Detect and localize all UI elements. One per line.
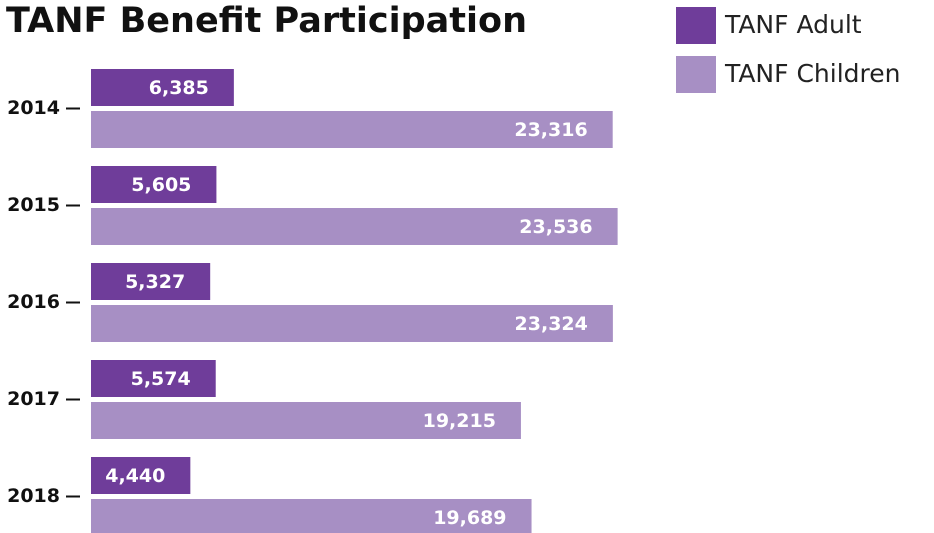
value-label: 19,689 [433, 507, 506, 529]
value-label: 23,324 [515, 313, 588, 335]
bar [91, 360, 216, 397]
bar [91, 69, 234, 106]
legend-swatch [676, 56, 716, 93]
legend-swatch [676, 7, 716, 44]
y-tick-label: 2014 [7, 97, 60, 119]
value-label: 5,574 [131, 368, 191, 390]
legend-label: TANF Children [724, 59, 900, 88]
bar [91, 402, 521, 439]
bar [91, 499, 532, 533]
bar [91, 305, 613, 342]
y-tick-label: 2018 [7, 485, 60, 507]
value-label: 23,536 [519, 216, 592, 238]
y-tick-label: 2016 [7, 291, 60, 313]
value-label: 23,316 [514, 119, 587, 141]
value-label: 4,440 [105, 465, 165, 487]
chart-title: TANF Benefit Participation [6, 1, 527, 41]
bar [91, 263, 211, 300]
bar [91, 111, 613, 148]
value-label: 5,605 [131, 174, 191, 196]
legend-label: TANF Adult [724, 10, 862, 39]
bar [91, 208, 618, 245]
y-tick-label: 2015 [7, 194, 60, 216]
y-tick-label: 2017 [7, 388, 60, 410]
value-label: 19,215 [423, 410, 496, 432]
bar [91, 457, 191, 494]
value-label: 6,385 [149, 77, 209, 99]
bar [91, 166, 217, 203]
value-label: 5,327 [125, 271, 185, 293]
